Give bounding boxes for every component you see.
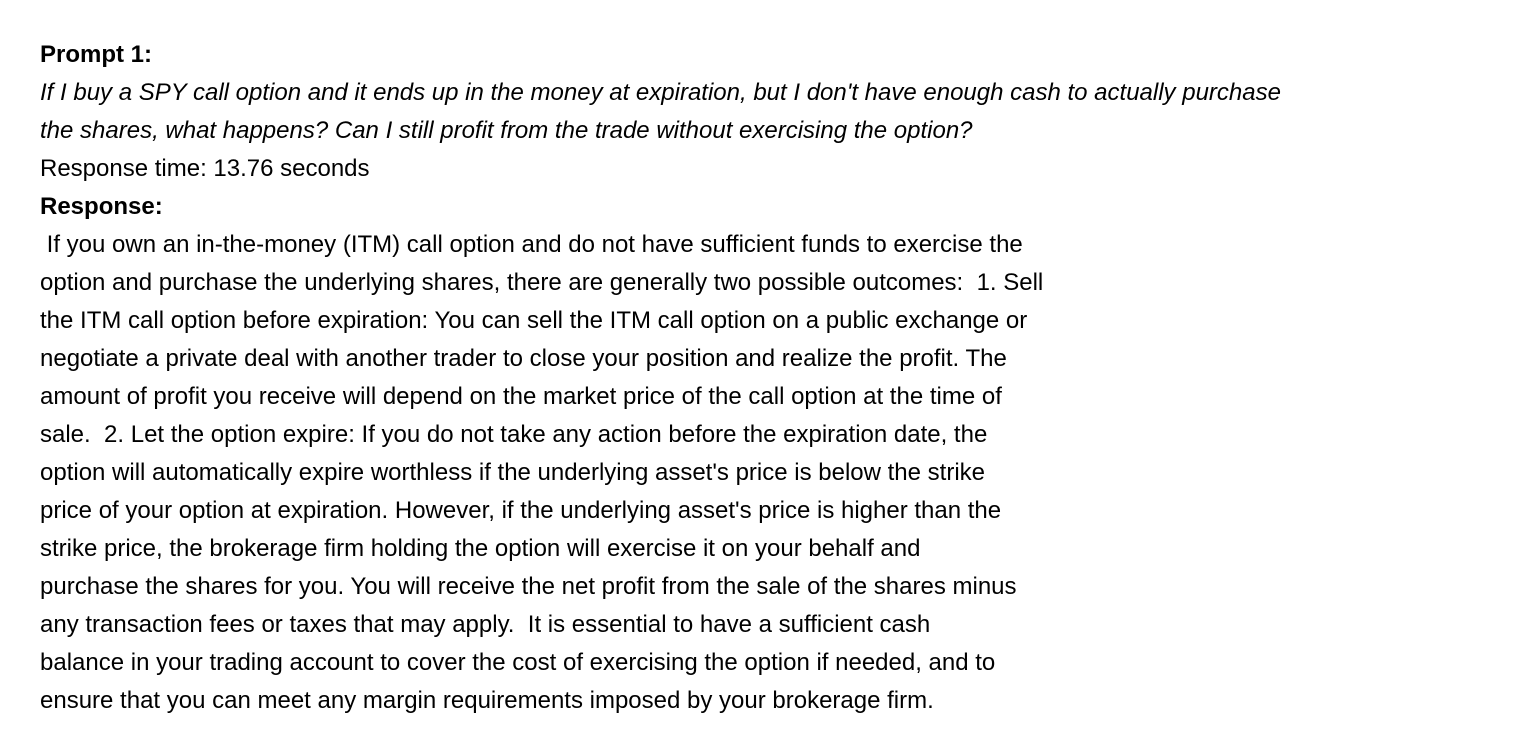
response-line: the ITM call option before expiration: Y…	[40, 307, 1028, 334]
response-body: If you own an in-the-money (ITM) call op…	[40, 226, 1170, 720]
document: Prompt 1: If I buy a SPY call option and…	[40, 36, 1500, 720]
response-line: purchase the shares for you. You will re…	[40, 573, 1017, 600]
prompt-question: If I buy a SPY call option and it ends u…	[40, 74, 1500, 150]
response-line: option and purchase the underlying share…	[40, 269, 1044, 296]
response-line: balance in your trading account to cover…	[40, 649, 996, 676]
response-line: negotiate a private deal with another tr…	[40, 345, 1007, 372]
prompt-question-line: the shares, what happens? Can I still pr…	[40, 117, 973, 144]
response-line: If you own an in-the-money (ITM) call op…	[40, 231, 1023, 258]
prompt-heading: Prompt 1:	[40, 41, 153, 68]
response-heading: Response:	[40, 193, 163, 220]
response-line: price of your option at expiration. Howe…	[40, 497, 1002, 524]
response-line: amount of profit you receive will depend…	[40, 383, 1002, 410]
response-line: ensure that you can meet any margin requ…	[40, 687, 934, 714]
response-line: sale. 2. Let the option expire: If you d…	[40, 421, 988, 448]
prompt-question-line: If I buy a SPY call option and it ends u…	[40, 79, 1281, 106]
response-line: strike price, the brokerage firm holding…	[40, 535, 921, 562]
response-line: option will automatically expire worthle…	[40, 459, 986, 486]
response-line: any transaction fees or taxes that may a…	[40, 611, 931, 638]
response-time: Response time: 13.76 seconds	[40, 155, 370, 182]
